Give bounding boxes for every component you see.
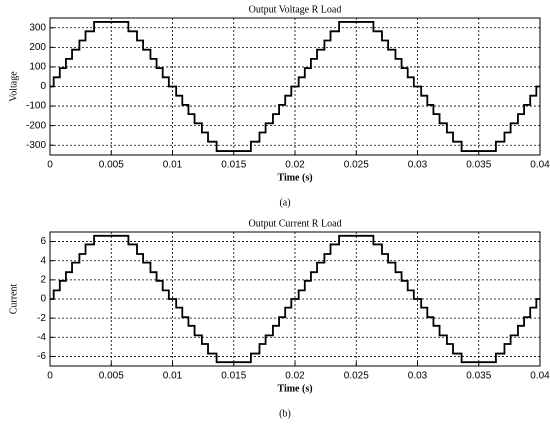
y-tick-label: 0 (40, 81, 46, 92)
x-tick-label: 0 (47, 160, 53, 171)
x-tick-label: 0 (47, 371, 53, 382)
x-tick-label: 0.025 (344, 160, 369, 171)
x-tick-label: 0.035 (466, 371, 491, 382)
y-tick-label: 300 (29, 22, 46, 33)
y-tick-label: 4 (40, 255, 46, 266)
y-tick-label: 100 (29, 62, 46, 73)
x-tick-label: 0.01 (163, 371, 183, 382)
x-tick-label: 0.04 (530, 371, 550, 382)
y-tick-label: -300 (26, 140, 46, 151)
x-tick-label: 0.015 (221, 371, 246, 382)
x-tick-label: 0.035 (466, 160, 491, 171)
plot-frame (49, 231, 541, 367)
x-tick-label: 0.025 (344, 371, 369, 382)
x-tick-label: 0.015 (221, 160, 246, 171)
y-tick-label: 6 (40, 236, 46, 247)
x-tick-label: 0.03 (408, 371, 428, 382)
chart-title: Output Current R Load (248, 218, 341, 229)
line-series (50, 21, 540, 152)
x-axis-label: Time (s) (277, 383, 312, 394)
plot-frame (49, 17, 541, 156)
x-tick-label: 0.005 (99, 160, 124, 171)
y-tick-label: 2 (40, 274, 46, 285)
y-tick-label: -200 (26, 120, 46, 131)
y-axis-label: Voltage (8, 71, 19, 102)
caption: (a) (279, 197, 290, 208)
y-axis-label: Current (8, 284, 19, 315)
y-tick-label: -6 (37, 351, 46, 362)
line-series (50, 234, 540, 364)
x-tick-label: 0.03 (408, 160, 428, 171)
x-tick-label: 0.01 (163, 160, 183, 171)
y-tick-label: -100 (26, 101, 46, 112)
x-tick-label: 0.04 (530, 160, 550, 171)
x-axis-label: Time (s) (277, 172, 312, 183)
y-tick-label: 200 (29, 42, 46, 53)
y-tick-label: 0 (40, 294, 46, 305)
y-tick-label: -4 (37, 332, 46, 343)
caption: (b) (279, 408, 291, 419)
x-tick-label: 0.02 (285, 160, 305, 171)
x-tick-label: 0.005 (99, 371, 124, 382)
y-tick-label: -2 (37, 313, 46, 324)
x-tick-label: 0.02 (285, 371, 305, 382)
chart-title: Output Voltage R Load (249, 4, 342, 15)
